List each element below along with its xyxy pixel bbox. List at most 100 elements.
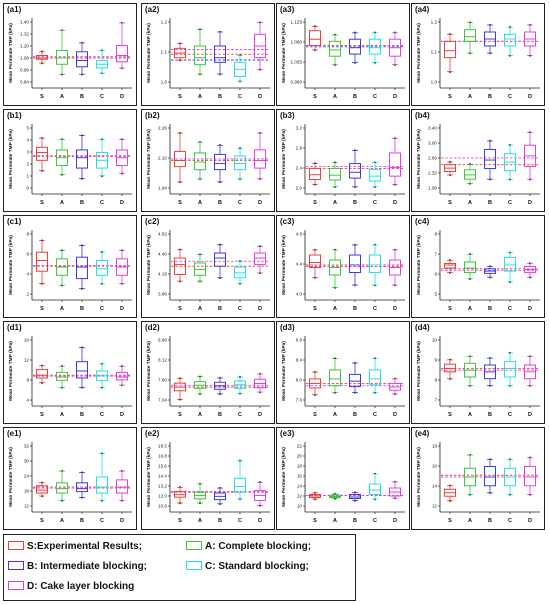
outlier-point	[469, 385, 471, 387]
outlier-point	[41, 63, 43, 65]
box-b	[485, 24, 496, 55]
outlier-point	[469, 253, 471, 255]
outlier-point	[61, 387, 63, 389]
outlier-point	[374, 473, 376, 475]
box-iqr	[370, 370, 381, 385]
y-axis-title: Mean Permeate TMP (kPa)	[146, 129, 152, 189]
outlier-point	[259, 481, 261, 483]
x-tick-label: D	[120, 412, 124, 418]
outlier-point	[101, 73, 103, 75]
box-plot: 10 12 14 16 18 20 22 Mean Permeate TMP (kPa) S A B…	[277, 428, 411, 531]
y-tick-label: 4.0	[296, 292, 303, 297]
box-plot: 1.942.102.26Mean Permeate TMP (kPa)S A B C D	[142, 110, 276, 213]
box-s	[445, 484, 456, 501]
y-tick-label: 1.0	[161, 80, 168, 85]
y-tick-label: 20	[297, 454, 303, 459]
box-c	[97, 138, 108, 177]
y-tick-label: 1.2	[161, 20, 168, 25]
outlier-point	[199, 178, 201, 180]
chart-panel: (e2) 10.8 12.0 13.2 14.4 15.6 16.8 18.5 Mean Per…	[141, 427, 275, 530]
box-c	[235, 260, 246, 285]
y-tick-label: 14	[432, 484, 438, 489]
chart-panel: (c4) 5 6 7 8 Mean Permeate TMP (kPa) S A B C D	[411, 215, 545, 318]
outlier-point	[239, 499, 241, 501]
outlier-point	[394, 394, 396, 396]
x-tick-label: A	[333, 200, 337, 206]
y-tick-label: 4	[26, 138, 29, 143]
outlier-point	[374, 186, 376, 188]
y-tick-label: 1.40	[20, 20, 29, 25]
y-tick-label: 4.18	[158, 272, 167, 277]
outlier-point	[489, 277, 491, 279]
box-c	[505, 144, 516, 181]
y-tick-label: 22	[297, 444, 303, 449]
y-tick-label: 12	[24, 504, 30, 509]
outlier-point	[529, 131, 531, 133]
outlier-point	[101, 283, 103, 285]
box-plot: 481216Mean Permeate TMP (kPa)S A B C D	[4, 322, 138, 425]
outlier-point	[179, 60, 181, 62]
box-iqr	[330, 370, 341, 386]
x-tick-label: D	[393, 200, 397, 206]
x-tick-label: B	[218, 306, 222, 312]
box-d	[390, 32, 401, 66]
x-tick-label: S	[40, 306, 44, 312]
box-a	[57, 138, 68, 176]
outlier-point	[394, 498, 396, 500]
y-axis-title: Mean Permeate TMP (kPa)	[281, 23, 287, 83]
x-tick-label: C	[100, 94, 104, 100]
outlier-point	[314, 492, 316, 494]
box-c	[505, 458, 516, 496]
box-c	[97, 363, 108, 389]
outlier-point	[239, 260, 241, 262]
outlier-point	[219, 377, 221, 379]
outlier-point	[219, 144, 221, 146]
box-d	[255, 132, 266, 180]
outlier-point	[219, 503, 221, 505]
box-iqr	[310, 168, 321, 179]
chart-panel: (b2) 1.94 2.10 2.26 Mean Permeate TMP (kPa) S…	[141, 109, 275, 212]
outlier-point	[61, 500, 63, 502]
box-a	[330, 249, 341, 289]
box-d	[255, 245, 266, 274]
box-iqr	[445, 41, 456, 57]
outlier-point	[394, 249, 396, 251]
box-s	[175, 248, 186, 282]
outlier-point	[121, 68, 123, 70]
outlier-point	[179, 182, 181, 184]
box-b	[215, 144, 226, 183]
x-tick-label: C	[238, 94, 242, 100]
box-plot: 78910Mean Permeate TMP (kPa)S A B C D	[412, 322, 546, 425]
chart-panel: (c2) 3.96 4.18 4.40 4.62 Mean Permeate TMP (k…	[141, 215, 275, 318]
outlier-point	[199, 74, 201, 76]
y-tick-label: 1.98	[428, 186, 437, 191]
legend-text-d: D: Cake layer blocking	[27, 581, 134, 592]
x-tick-label: C	[373, 412, 377, 418]
chart-panel: (c1) 2 4 6 8 Mean Permeate TMP (kPa) S A B C D	[3, 215, 137, 318]
outlier-point	[374, 285, 376, 287]
x-tick-label: A	[60, 412, 64, 418]
outlier-point	[469, 355, 471, 357]
y-tick-label: 1.08	[20, 56, 29, 61]
y-tick-label: 1.32	[20, 32, 29, 37]
outlier-point	[61, 74, 63, 76]
outlier-point	[449, 259, 451, 261]
x-tick-label: D	[120, 94, 124, 100]
y-tick-label: 10	[432, 338, 438, 343]
outlier-point	[334, 498, 336, 500]
legend-row-3: D: Cake layer blocking	[8, 581, 353, 595]
x-tick-label: A	[198, 94, 202, 100]
box-a	[465, 163, 476, 185]
box-c	[505, 352, 516, 387]
y-tick-label: 8	[434, 378, 437, 383]
y-tick-label: 1.20	[20, 44, 29, 49]
outlier-point	[81, 471, 83, 473]
box-iqr	[445, 263, 456, 268]
box-b	[77, 346, 88, 388]
y-tick-label: 2.4	[296, 166, 303, 171]
y-tick-label: 1.94	[158, 186, 167, 191]
outlier-point	[509, 352, 511, 354]
outlier-point	[489, 265, 491, 267]
y-tick-label: 14	[297, 484, 303, 489]
outlier-point	[469, 494, 471, 496]
